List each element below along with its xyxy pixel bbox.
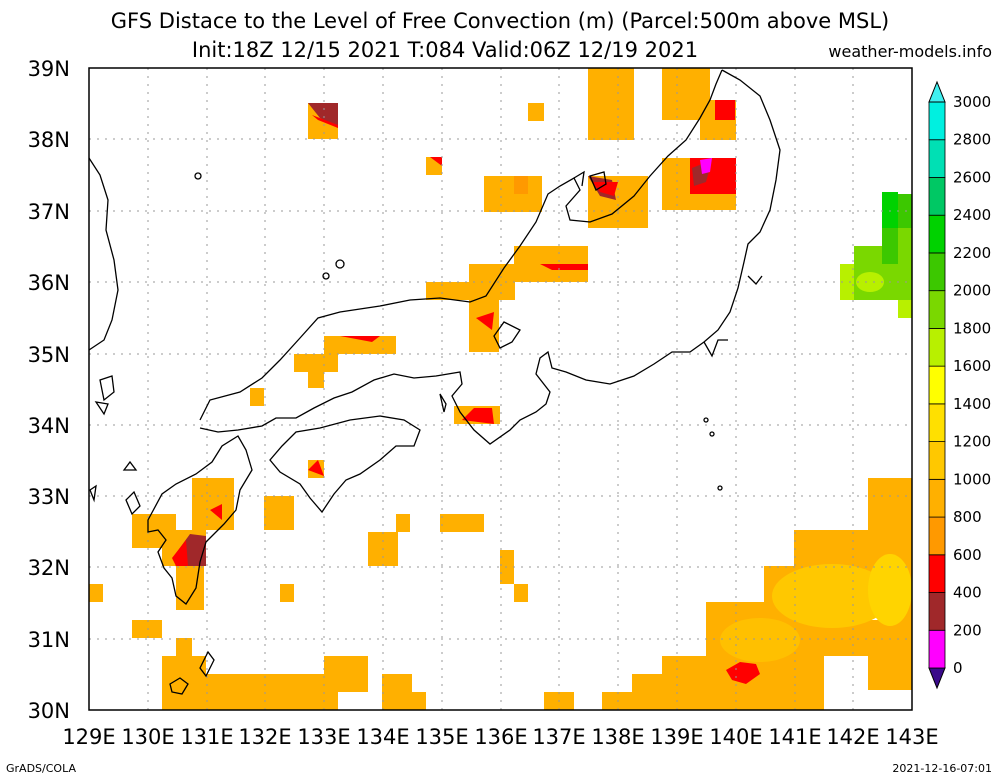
lon-label: 132E [238,725,291,749]
colorbar-label: 1800 [953,319,991,337]
lon-label: 143E [885,725,938,749]
lat-label: 36N [28,271,70,295]
colorbar-label: 0 [953,659,963,677]
lon-label: 133E [297,725,350,749]
lat-label: 35N [28,343,70,367]
colorbar-label: 2600 [953,168,991,186]
lon-label: 129E [62,725,115,749]
software-credit: GrADS/COLA [6,762,76,775]
colorbar-label: 1600 [953,357,991,375]
colorbar-segment [928,290,946,329]
lfc-field [89,68,912,710]
lat-label: 39N [28,57,70,81]
colorbar-segment [928,177,946,216]
lon-label: 134E [356,725,409,749]
lat-lon-grid [89,68,912,710]
colorbar-segment [928,365,946,405]
colorbar-segment [928,327,946,367]
colorbar-segment [928,101,946,141]
colorbar-label: 600 [953,546,982,564]
colorbar-segment [928,441,946,480]
latitude-labels: 39N 38N 37N 36N 35N 34N 33N 32N 31N 30N [28,57,70,723]
lon-label: 135E [415,725,468,749]
colorbar-label: 1200 [953,433,991,451]
colorbar-label: 3000 [953,93,991,111]
lat-label: 30N [28,699,70,723]
colorbar-label: 2000 [953,282,991,300]
map-subtitle: Init:18Z 12/15 2021 T:084 Valid:06Z 12/1… [191,38,699,62]
colorbar-label: 400 [953,584,982,602]
lat-label: 33N [28,485,70,509]
brand-label: weather-models.info [828,42,992,61]
longitude-labels: 129E 130E 131E 132E 133E 134E 135E 136E … [62,725,938,749]
colorbar-segment [928,403,946,443]
lat-label: 37N [28,200,70,224]
timestamp: 2021-12-16-07:01 [892,762,992,775]
colorbar-segment [928,478,946,518]
colorbar-label: 200 [953,621,982,639]
map-title: GFS Distace to the Level of Free Convect… [110,9,890,33]
lat-label: 38N [28,128,70,152]
lon-label: 137E [532,725,585,749]
lon-label: 139E [650,725,703,749]
colorbar-segment [928,629,946,669]
lon-label: 142E [826,725,879,749]
lon-label: 141E [768,725,821,749]
colorbar-label: 800 [953,508,982,526]
lon-label: 140E [709,725,762,749]
lat-label: 32N [28,556,70,580]
colorbar-label: 1000 [953,470,991,488]
colorbar-label: 2800 [953,131,991,149]
colorbar-label: 1400 [953,395,991,413]
map-plot-area [88,67,913,711]
lon-label: 130E [121,725,174,749]
colorbar-segment [928,516,946,556]
colorbar-label: 2400 [953,206,991,224]
colorbar: 0 200 400 600 800 1000 1200 1400 1600 1800 2000 220… [928,80,991,690]
lat-label: 31N [28,628,70,652]
colorbar-segment [928,214,946,254]
lat-label: 34N [28,414,70,438]
colorbar-segment [928,554,946,593]
colorbar-segment [928,139,946,178]
coastlines [88,69,781,695]
colorbar-label: 2200 [953,244,991,262]
lon-label: 131E [180,725,233,749]
colorbar-upper-arrow [928,80,946,103]
lon-label: 138E [591,725,644,749]
colorbar-segment [928,252,946,292]
colorbar-segment [928,592,946,631]
colorbar-lower-arrow [928,667,946,690]
lon-label: 136E [474,725,527,749]
